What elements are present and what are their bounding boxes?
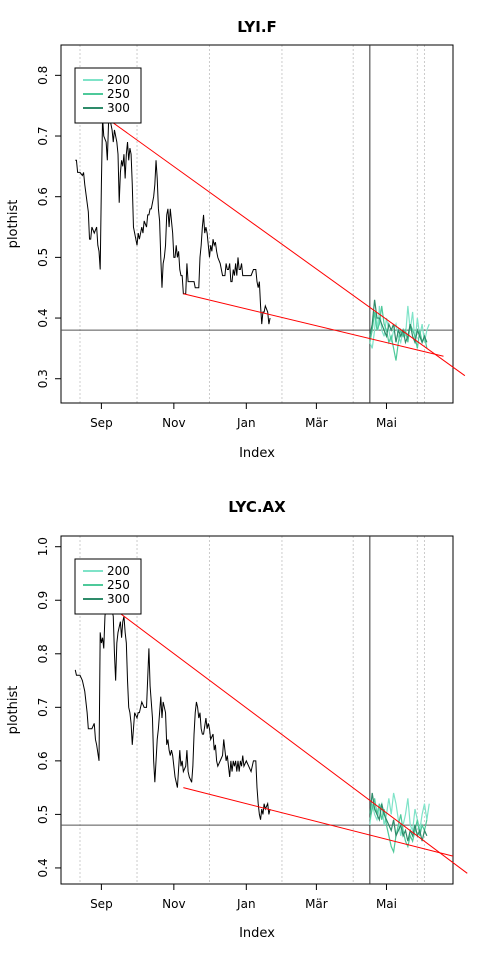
- y-axis-label: plothist: [6, 200, 21, 249]
- history-series-line: [75, 117, 271, 325]
- y-tick-label: 0.8: [36, 66, 50, 85]
- x-tick-label: Sep: [90, 897, 113, 911]
- legend-label-250: 250: [107, 578, 130, 592]
- y-tick-label: 0.3: [36, 369, 50, 388]
- y-tick-label: 0.8: [36, 644, 50, 663]
- y-tick-label: 0.6: [36, 187, 50, 206]
- trendline-upper: [105, 117, 466, 377]
- legend-label-200: 200: [107, 73, 130, 87]
- x-tick-label: Mai: [376, 897, 397, 911]
- y-tick-label: 1.0: [36, 537, 50, 556]
- plot-frame: [60, 535, 454, 885]
- forecast-series-250-line: [369, 798, 428, 855]
- legend-label-300: 300: [107, 592, 130, 606]
- y-tick-label: 0.4: [36, 858, 50, 877]
- trendline-lower: [183, 293, 444, 357]
- x-tick-label: Jan: [236, 897, 256, 911]
- legend-label-300: 300: [107, 101, 130, 115]
- legend-label-200: 200: [107, 564, 130, 578]
- x-tick-label: Mai: [376, 416, 397, 430]
- forecast-series-200-line: [369, 305, 430, 349]
- legend-box: [74, 67, 142, 124]
- chart-lyc-ax: LYC.AX 0.4 0.5 0.6 0.7 0.8 0.9 1.0 Sep Nov Jan Mär M…: [6, 498, 468, 941]
- x-tick-label: Nov: [162, 416, 185, 430]
- forecast-series-250-line: [369, 305, 428, 361]
- trendline-lower: [183, 787, 454, 857]
- x-axis-label: Index: [239, 926, 275, 941]
- y-axis-label: plothist: [6, 686, 21, 735]
- x-axis-label: Index: [239, 446, 275, 461]
- chart-title: LYI.F: [237, 18, 277, 36]
- chart-lyi-f: LYI.F 0.3 0.4 0.5 0.6 0.7 0.8 Sep Nov Jan Mär Mai In…: [6, 18, 466, 461]
- y-tick-label: 0.9: [36, 591, 50, 610]
- forecast-series-200-line: [369, 792, 430, 836]
- x-tick-label: Mär: [305, 897, 328, 911]
- forecast-series-300-line: [369, 299, 428, 345]
- history-series-line: [74, 599, 271, 820]
- y-tick-label: 0.7: [36, 126, 50, 145]
- trendline-upper: [105, 602, 468, 874]
- x-tick-label: Jan: [236, 416, 256, 430]
- legend-label-250: 250: [107, 87, 130, 101]
- x-tick-label: Nov: [162, 897, 185, 911]
- y-tick-label: 0.6: [36, 751, 50, 770]
- x-tick-label: Mär: [305, 416, 328, 430]
- x-tick-label: Sep: [90, 416, 113, 430]
- y-tick-label: 0.4: [36, 309, 50, 328]
- y-tick-label: 0.5: [36, 805, 50, 824]
- chart-title: LYC.AX: [228, 498, 286, 516]
- plot-frame: [60, 44, 454, 404]
- legend-box: [74, 558, 142, 615]
- y-tick-label: 0.7: [36, 698, 50, 717]
- y-tick-label: 0.5: [36, 248, 50, 267]
